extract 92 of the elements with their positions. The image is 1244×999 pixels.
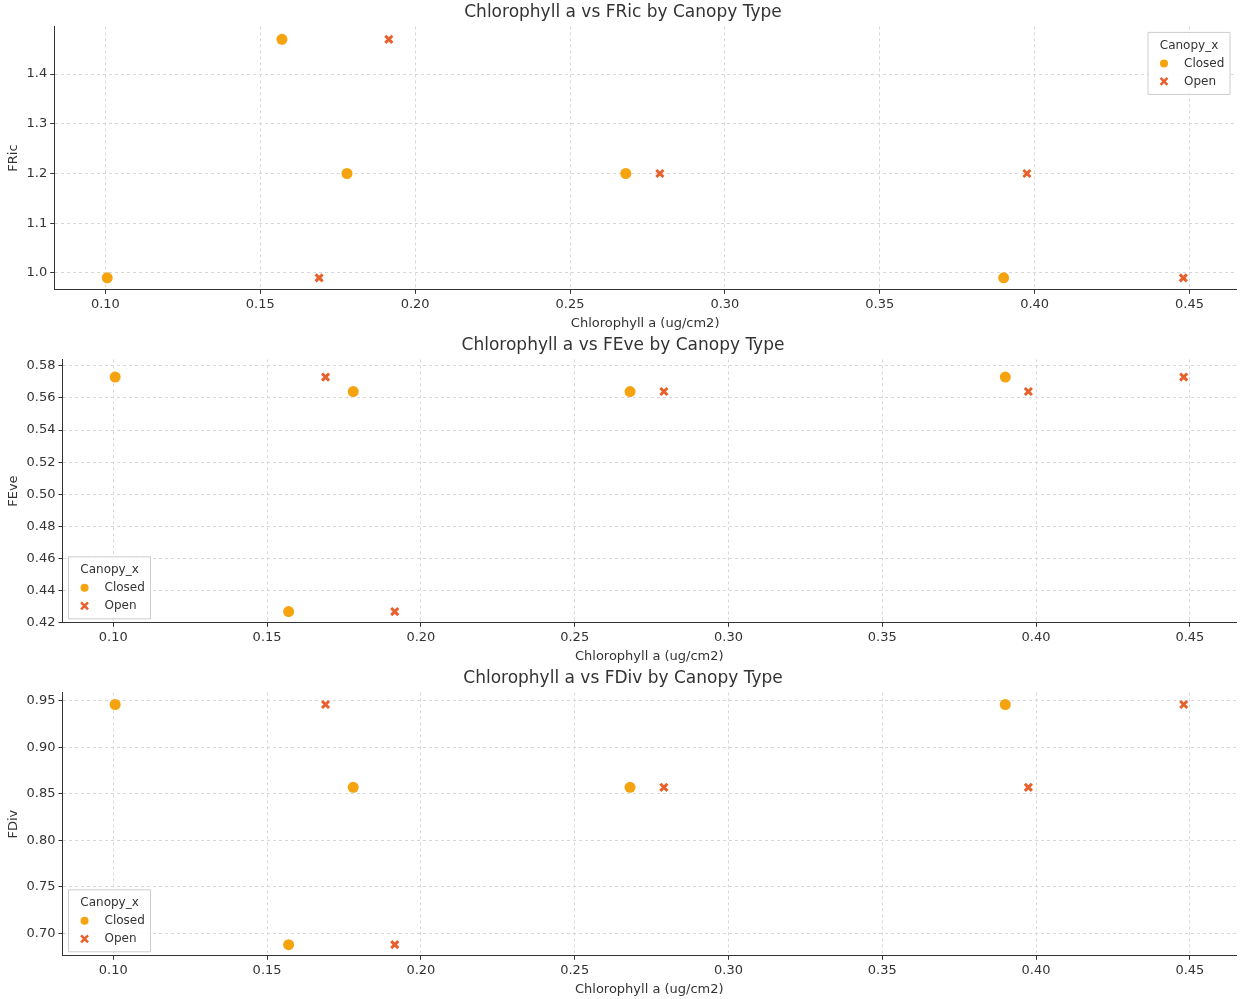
y-tick-label: 0.90 (26, 738, 56, 754)
legend-title: Canopy_x (80, 894, 139, 909)
legend-label: Closed (104, 579, 145, 594)
point (998, 272, 1010, 284)
point (320, 699, 331, 710)
point (101, 272, 113, 284)
point (283, 939, 295, 951)
y-tick-label: 0.70 (26, 924, 56, 940)
x-tick-label: 0.40 (1021, 961, 1051, 977)
legend-label: Closed (104, 912, 145, 927)
x-tick-label: 0.40 (1020, 295, 1050, 311)
x-tick-label: 0.35 (867, 628, 897, 644)
point (620, 168, 632, 180)
x-tick-label: 0.25 (560, 628, 590, 644)
x-tick-label: 0.45 (1175, 628, 1205, 644)
point (320, 372, 331, 383)
y-axis-title: FDiv (5, 809, 21, 839)
point (347, 781, 359, 793)
x-tick-label: 0.45 (1175, 295, 1205, 311)
x-tick-label: 0.30 (714, 961, 743, 977)
point (999, 699, 1011, 710)
y-tick-label: 0.80 (26, 831, 56, 847)
y-tick-label: 0.50 (26, 485, 56, 501)
x-tick-label: 0.15 (252, 628, 282, 644)
point (283, 606, 295, 618)
y-tick-label: 1.3 (26, 115, 48, 131)
x-axis-title: Chlorophyll a (ug/cm2) (574, 980, 724, 996)
point (389, 939, 400, 950)
x-tick-label: 0.35 (867, 961, 897, 977)
legend-title: Canopy_x (1159, 37, 1219, 52)
point (383, 34, 394, 45)
y-tick-label: 0.42 (26, 614, 56, 630)
y-tick-label: 0.54 (26, 421, 56, 437)
point (999, 371, 1011, 383)
y-tick-label: 1.4 (26, 65, 48, 81)
x-axis-title: Chlorophyll a (ug/cm2) (574, 647, 724, 663)
x-tick-label: 0.25 (560, 961, 590, 977)
y-tick-label: 0.95 (26, 692, 56, 708)
y-tick-label: 0.56 (26, 389, 56, 405)
point (347, 386, 359, 398)
point (109, 699, 121, 710)
point (276, 33, 288, 45)
x-tick-label: 0.25 (555, 295, 585, 311)
x-tick-label: 0.20 (400, 295, 430, 311)
point (624, 386, 636, 398)
y-axis-title: FRic (5, 144, 21, 172)
point (341, 168, 353, 180)
legend-label: Open (104, 930, 137, 945)
y-tick-label: 0.46 (26, 549, 56, 565)
chart-title: Chlorophyll a vs FEve by Canopy Type (461, 333, 785, 354)
point (658, 386, 669, 397)
y-tick-label: 1.1 (26, 214, 48, 230)
y-tick-label: 0.44 (26, 582, 56, 598)
x-tick-label: 0.35 (865, 295, 895, 311)
point (389, 606, 400, 617)
x-tick-label: 0.10 (90, 295, 120, 311)
x-tick-label: 0.45 (1175, 961, 1205, 977)
x-tick-label: 0.40 (1021, 628, 1051, 644)
chart-title: Chlorophyll a vs FDiv by Canopy Type (463, 666, 783, 687)
x-tick-label: 0.20 (406, 961, 436, 977)
point (624, 781, 636, 793)
point (654, 168, 665, 179)
legend-label: Closed (1184, 55, 1225, 70)
point (1021, 168, 1032, 179)
point (1178, 372, 1189, 383)
x-tick-label: 0.15 (245, 295, 275, 311)
y-tick-label: 0.48 (26, 517, 56, 533)
y-tick-label: 0.58 (26, 357, 56, 373)
x-tick-label: 0.30 (714, 628, 743, 644)
chart-title: Chlorophyll a vs FRic by Canopy Type (464, 0, 782, 21)
point (1023, 386, 1034, 397)
x-tick-label: 0.20 (406, 628, 436, 644)
y-axis-title: FEve (5, 475, 21, 507)
y-tick-label: 0.75 (26, 878, 56, 894)
point (109, 371, 121, 383)
y-tick-label: 0.85 (26, 785, 56, 801)
x-tick-label: 0.10 (98, 628, 128, 644)
legend-label: Open (104, 597, 137, 612)
x-axis-title: Chlorophyll a (ug/cm2) (570, 314, 720, 330)
x-tick-label: 0.10 (98, 961, 128, 977)
legend-label: Open (1184, 73, 1217, 88)
y-tick-label: 0.52 (26, 453, 56, 469)
point (1178, 699, 1189, 710)
point (1178, 272, 1189, 283)
x-tick-label: 0.15 (252, 961, 282, 977)
legend-title: Canopy_x (80, 561, 139, 576)
point (314, 272, 325, 283)
point (658, 782, 669, 793)
point (1023, 782, 1034, 793)
y-tick-label: 1.2 (26, 164, 48, 180)
x-tick-label: 0.30 (710, 295, 740, 311)
y-tick-label: 1.0 (26, 264, 48, 280)
